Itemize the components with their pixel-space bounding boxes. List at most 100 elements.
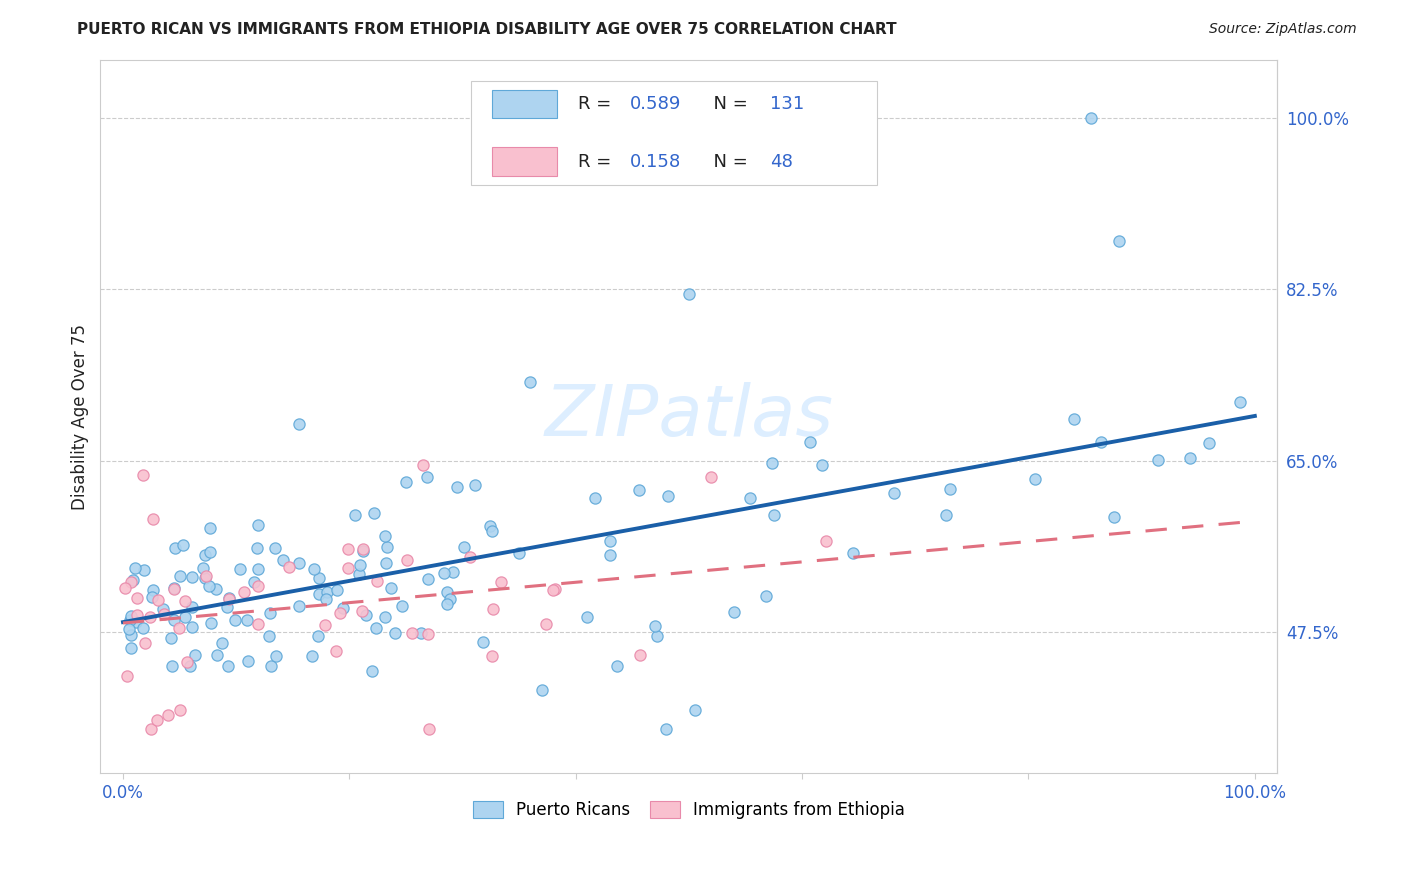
Point xyxy=(204,582,226,597)
Point xyxy=(530,683,553,698)
Point xyxy=(120,628,142,642)
Point xyxy=(183,648,205,663)
Point xyxy=(418,723,440,737)
Point xyxy=(482,602,505,616)
Point xyxy=(236,654,259,668)
Point xyxy=(181,570,204,584)
Point xyxy=(257,629,280,643)
Point xyxy=(761,456,783,470)
FancyBboxPatch shape xyxy=(492,89,557,118)
Point xyxy=(606,658,628,673)
Text: N =: N = xyxy=(702,95,754,113)
Point xyxy=(543,583,565,598)
Point xyxy=(508,546,530,560)
FancyBboxPatch shape xyxy=(471,81,877,185)
Point xyxy=(416,572,439,586)
Point xyxy=(236,613,259,627)
Point xyxy=(167,621,190,635)
Point xyxy=(302,562,325,576)
Point xyxy=(198,545,221,559)
FancyBboxPatch shape xyxy=(492,147,557,176)
Point xyxy=(352,544,374,558)
Point xyxy=(120,640,142,655)
Point xyxy=(179,658,201,673)
Point xyxy=(491,575,513,590)
Point xyxy=(374,557,396,571)
Point xyxy=(198,521,221,535)
Point xyxy=(436,597,458,611)
Point xyxy=(218,591,240,606)
Point xyxy=(700,470,723,484)
Point xyxy=(1198,435,1220,450)
Point xyxy=(181,600,204,615)
Point xyxy=(738,491,761,506)
Point xyxy=(157,707,180,722)
Point xyxy=(173,610,195,624)
Point xyxy=(288,417,311,432)
Point xyxy=(374,529,396,543)
Point xyxy=(585,491,607,505)
Point xyxy=(352,604,374,618)
Point xyxy=(141,591,163,605)
Point xyxy=(315,592,337,607)
Point xyxy=(115,669,138,683)
Point xyxy=(433,566,456,580)
Point xyxy=(195,568,218,582)
Point xyxy=(176,655,198,669)
Point xyxy=(246,541,269,555)
Point xyxy=(260,658,283,673)
Point xyxy=(163,582,186,596)
Point xyxy=(374,609,396,624)
Point xyxy=(464,477,486,491)
Point xyxy=(308,587,330,601)
Point xyxy=(141,723,163,737)
Text: ZIPatlas: ZIPatlas xyxy=(544,382,834,451)
Point xyxy=(200,616,222,631)
Point xyxy=(481,524,503,538)
Point xyxy=(217,658,239,673)
Point xyxy=(134,636,156,650)
Point xyxy=(132,468,155,483)
Point xyxy=(246,517,269,532)
Point xyxy=(841,546,863,560)
Point xyxy=(259,606,281,620)
Point xyxy=(162,658,184,673)
Point xyxy=(264,541,287,555)
Point xyxy=(375,540,398,554)
Point xyxy=(416,627,439,641)
Point xyxy=(391,599,413,614)
Point xyxy=(347,567,370,582)
Point xyxy=(243,575,266,590)
Point xyxy=(169,703,191,717)
Point xyxy=(481,649,503,664)
Point xyxy=(436,585,458,599)
Point xyxy=(229,562,252,576)
Point xyxy=(314,617,336,632)
Point xyxy=(288,599,311,613)
Point xyxy=(218,591,240,605)
Point xyxy=(599,548,621,562)
Point xyxy=(935,508,957,522)
Point xyxy=(458,549,481,564)
Point xyxy=(152,607,174,621)
Point xyxy=(411,626,433,640)
Point xyxy=(627,483,650,498)
Point xyxy=(883,486,905,500)
Point xyxy=(194,570,217,584)
Point xyxy=(366,621,388,635)
Point xyxy=(657,489,679,503)
Point xyxy=(811,458,834,472)
Point xyxy=(160,632,183,646)
Point xyxy=(815,534,838,549)
Point xyxy=(1147,453,1170,467)
Point xyxy=(412,458,434,473)
Point xyxy=(224,613,246,627)
Point xyxy=(120,609,142,624)
Point xyxy=(174,594,197,608)
Point xyxy=(645,629,668,643)
Text: PUERTO RICAN VS IMMIGRANTS FROM ETHIOPIA DISABILITY AGE OVER 75 CORRELATION CHAR: PUERTO RICAN VS IMMIGRANTS FROM ETHIOPIA… xyxy=(77,22,897,37)
Legend: Puerto Ricans, Immigrants from Ethiopia: Puerto Ricans, Immigrants from Ethiopia xyxy=(465,794,912,826)
Point xyxy=(266,649,288,664)
Text: 48: 48 xyxy=(770,153,793,170)
Point xyxy=(172,538,194,552)
